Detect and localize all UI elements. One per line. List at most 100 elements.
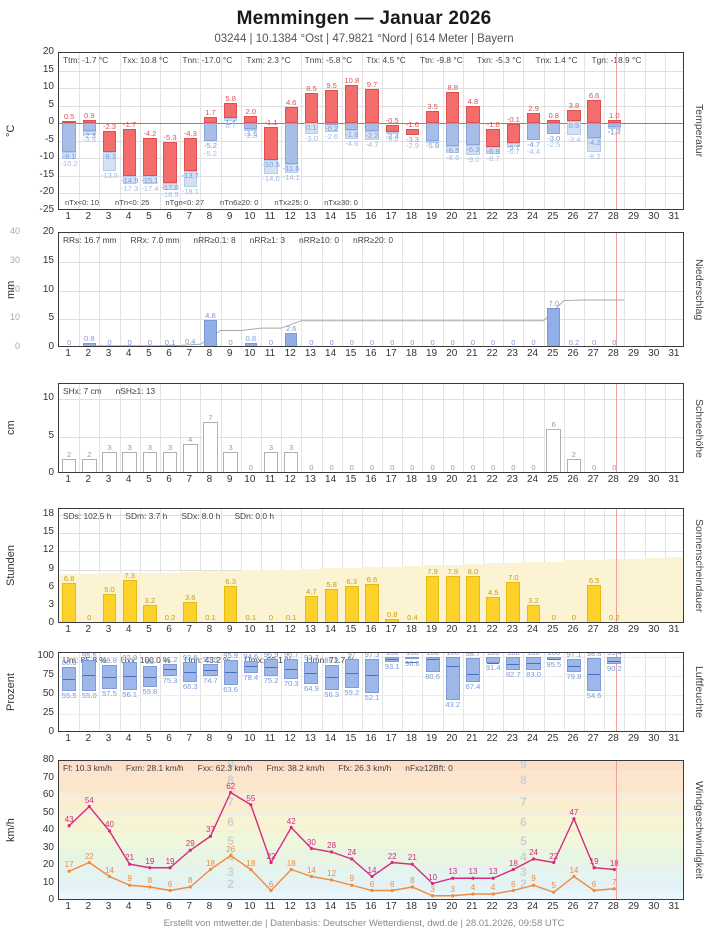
x-tick-day-12: 12 [284, 348, 296, 359]
bar-sunshine [62, 582, 76, 622]
x-tick-day-17: 17 [385, 624, 397, 635]
bar-precip [527, 347, 540, 348]
y-tick-label: 70 [42, 771, 54, 783]
y-tick-label: 0 [48, 617, 54, 628]
x-tick-day-10: 10 [244, 733, 256, 744]
value-label-humidity-max: 97.3 [364, 652, 380, 659]
x-tick-day-28: 28 [607, 733, 619, 744]
bar-precip [588, 347, 601, 348]
value-label-snow: 0 [491, 463, 496, 472]
bar-snow [283, 451, 299, 472]
value-label-wind-max: 54 [84, 795, 94, 805]
x-tick-day-25: 25 [547, 733, 559, 744]
x-tick-day-8: 8 [206, 901, 213, 912]
bar-precip [386, 347, 399, 348]
value-label-tmin: 0.1 [306, 122, 317, 132]
value-label-tmax: 6.6 [588, 91, 600, 101]
y-tick-label: 10 [42, 81, 54, 93]
bar-precip [244, 343, 258, 346]
x-tick-day-31: 31 [668, 211, 680, 222]
value-label-tground: 0.7 [225, 120, 236, 130]
gridline-h [59, 140, 683, 142]
value-label-precip: 0.1 [164, 337, 176, 347]
wind-mean-line [67, 853, 616, 898]
y-tick-label: 50 [42, 806, 54, 818]
value-label-sunshine: 0 [87, 613, 92, 622]
plot-inner-luftfeuchte: Um: 85.8 % Uxx: 100.0 % Unn: 43.2 % Umx:… [59, 653, 683, 731]
humidity-mean-line [305, 672, 318, 674]
beaufort-number: 4 [227, 850, 234, 865]
x-tick-day-18: 18 [405, 624, 417, 635]
bar-precip [284, 333, 298, 346]
x-tick-day-2: 2 [85, 624, 92, 635]
y-tick-label: 40 [9, 226, 20, 236]
value-label-wind-max: 22 [549, 851, 559, 861]
x-tick-day-26: 26 [567, 901, 579, 912]
value-label-wind-mean: 14 [105, 865, 114, 875]
value-label-tmin: -6.3 [466, 145, 480, 155]
bar-sunshine [607, 622, 621, 623]
stat-item: Fmx: 38.2 km/h [266, 763, 325, 773]
gridline-v [139, 509, 141, 622]
x-tick-day-11: 11 [264, 624, 276, 635]
x-tick-day-6: 6 [166, 474, 172, 485]
gridline-h [59, 290, 683, 292]
footnote-item: nTx<0: 10 [65, 198, 99, 207]
bar-precip [467, 347, 480, 348]
bar-temp-min [466, 123, 480, 146]
bar-snow [223, 451, 238, 472]
value-label-precip: 0.8 [245, 334, 257, 344]
bar-sunshine [405, 621, 420, 622]
value-label-humidity-max: 92.7 [304, 653, 319, 663]
value-label-tground: -17.3 [121, 183, 139, 193]
now-marker [616, 53, 618, 209]
x-tick-day-14: 14 [325, 211, 337, 222]
bar-precip [144, 347, 157, 348]
gridline-v [422, 233, 424, 346]
value-label-humidity-max: 100 [426, 652, 439, 657]
bar-snow [82, 459, 97, 472]
bar-temp-min [82, 123, 96, 132]
value-label-wind-mean: 6 [511, 879, 516, 889]
x-tick-day-26: 26 [567, 733, 579, 744]
gridline-v [604, 384, 606, 472]
bar-temp-max [425, 110, 440, 124]
value-label-tground: -4.4 [527, 146, 541, 156]
value-label-wind-max: 62 [226, 781, 236, 791]
box-humidity [546, 656, 561, 661]
box-humidity [263, 659, 279, 676]
sunshine-possible-band [664, 557, 683, 622]
value-label-humidity-max: 95.5 [81, 652, 97, 661]
y-tick-label: 80 [42, 754, 54, 765]
x-tick-day-18: 18 [405, 474, 417, 485]
value-label-tmax: 8.8 [447, 83, 459, 93]
x-tick-day-19: 19 [426, 733, 438, 744]
box-humidity [82, 660, 97, 692]
gridline-v [341, 53, 343, 209]
gridline-v [240, 653, 242, 731]
gridline-v [563, 384, 565, 472]
panel-title-windgeschwindigkeit: Windgeschwindigkeit [693, 780, 705, 880]
bar-sunshine [244, 622, 258, 623]
bar-sunshine [506, 581, 521, 622]
now-marker [616, 761, 618, 899]
y-tick-label: 20 [42, 859, 54, 870]
y-tick-label: -10 [39, 151, 54, 163]
x-tick-day-30: 30 [648, 211, 660, 222]
plot-inner-sonnenscheindauer: SDs: 102.5 h SDm: 3.7 h SDx: 8.0 h SDn: … [59, 509, 683, 622]
y-tick-label: 10 [42, 392, 54, 403]
gridline-v [402, 509, 404, 622]
gridline-h [59, 399, 683, 400]
y-axis-title-niederschlag: mm [5, 280, 17, 299]
y-axis-title-schneehoehe: cm [5, 420, 17, 436]
gridline-h [59, 533, 683, 535]
bar-temp-min [607, 123, 621, 128]
x-tick-day-16: 16 [365, 624, 377, 635]
value-label-precip: 0 [531, 337, 536, 347]
y-axis-title-temperatur: °C [5, 124, 17, 138]
stat-item: Txm: 2.3 °C [246, 55, 291, 65]
bar-temp-ground-min [223, 118, 238, 121]
sunshine-possible-band [281, 569, 302, 622]
x-tick-day-25: 25 [547, 211, 559, 222]
gridline-v [200, 653, 202, 731]
